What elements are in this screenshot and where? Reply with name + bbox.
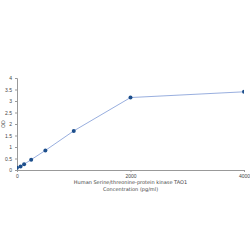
y-tick-mark [15,170,17,171]
marks [17,90,244,170]
y-tick-label: 1 [9,144,12,150]
y-tick: 3.5 [5,87,17,93]
y-tick-label: 2 [9,121,12,127]
chart-container: 0 2000 4000 0 0.5 1 1.5 2 2.5 3 3.5 4 OD Human Serine… [0,0,250,250]
x-tick-label: 0 [16,173,19,179]
y-axis-line [15,79,18,171]
x-axis-title: Human Serine/threonine-protein kinase TA… [74,179,187,193]
y-tick-label: 3 [9,98,12,104]
y-tick: 1 [9,144,17,150]
data-point [29,158,33,162]
y-tick-mark [15,78,17,79]
y-tick-mark [15,124,17,125]
x-tick: 4000 [239,170,250,179]
x-tick-label: 2000 [125,173,136,179]
y-tick: 2.5 [5,110,17,116]
y-tick: 0 [9,167,17,173]
y-tick-label: 1.5 [5,133,12,139]
y-tick-mark [15,136,17,137]
y-tick-label: 0.5 [5,156,12,162]
y-tick-label: 0 [9,167,12,173]
data-line [17,92,244,168]
data-point [72,129,76,133]
y-tick: 2 [9,121,17,127]
y-tick: 4 [9,75,17,81]
data-point [22,162,26,166]
data-point [129,96,133,100]
x-tick-label: 4000 [239,173,250,179]
y-tick-mark [15,101,17,102]
y-tick-mark [15,90,17,91]
data-point [19,165,23,169]
y-tick-label: 2.5 [5,110,12,116]
y-tick: 0.5 [5,156,17,162]
chart-svg: 0 2000 4000 0 0.5 1 1.5 2 2.5 3 3.5 4 OD Human Serine… [0,0,250,250]
y-tick: 3 [9,98,17,104]
y-tick-label: 4 [9,75,12,81]
y-axis-title: OD [0,120,6,128]
data-point [242,90,244,94]
y-tick-mark [15,147,17,148]
y-tick: 1.5 [5,133,17,139]
data-point [43,148,47,152]
x-axis: 0 2000 4000 [16,170,250,179]
y-axis: 0 0.5 1 1.5 2 2.5 3 3.5 4 [5,75,17,173]
y-tick-label: 3.5 [5,87,12,93]
y-tick-mark [15,159,17,160]
y-tick-mark [15,113,17,114]
plot-area: 0 2000 4000 0 0.5 1 1.5 2 2.5 3 3.5 4 [5,75,250,178]
x-tick: 0 [16,170,19,179]
x-tick: 2000 [125,170,136,179]
x-axis-title-line: Concentration (pg/ml) [103,186,158,193]
